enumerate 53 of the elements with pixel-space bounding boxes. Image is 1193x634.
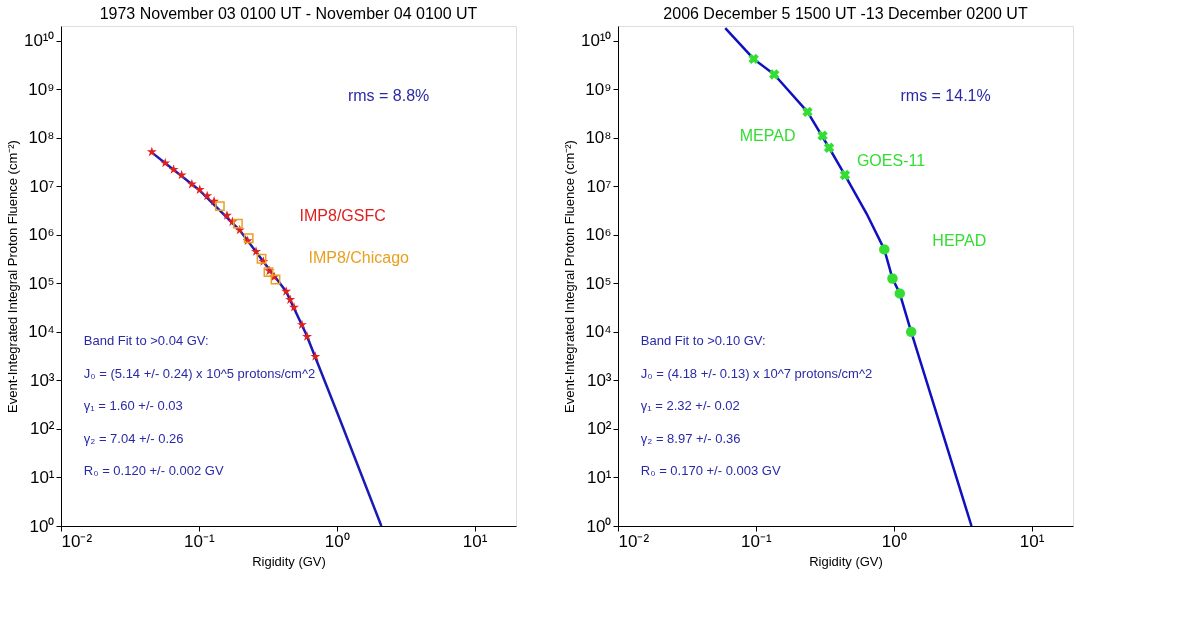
x-axis-title: Rigidity (GV) [809, 553, 883, 569]
y-tick-label: 10⁵ [585, 273, 612, 293]
y-tick-label: 10⁹ [585, 79, 612, 99]
y-tick-label: 10⁸ [28, 128, 55, 148]
y-tick-label: 10¹⁰ [580, 31, 612, 51]
series-label: MEPAD [739, 126, 796, 144]
y-tick-label: 10⁷ [29, 176, 55, 196]
y-tick-label: 10² [586, 419, 612, 439]
x-tick-label: 10¹ [1019, 531, 1045, 551]
y-axis-title: Event-Integrated Integral Proton Fluence (cm⁻²) [561, 140, 577, 413]
text: IMP8/GSFC [299, 206, 386, 224]
annotation: R₀ = 0.170 +/- 0.003 GV [640, 463, 781, 478]
x-tick-label: 10⁰ [881, 531, 907, 551]
annotation: J₀ = (5.14 +/- 0.24) x 10^5 protons/cm^2 [83, 365, 316, 381]
annotation: R₀ = 0.120 +/- 0.002 GV [83, 463, 224, 478]
y-tick-label: 10⁶ [585, 225, 612, 245]
y-tick-label: 10⁹ [28, 79, 55, 99]
y-tick-label: 10⁰ [586, 516, 612, 536]
annotation: rms = 8.8% [347, 87, 430, 104]
y-tick-label: 10⁷ [586, 176, 612, 196]
annotation: γ₁ = 1.60 +/- 0.03 [83, 398, 183, 413]
y-tick-label: 10⁰ [29, 516, 55, 536]
y-tick-label: 10⁵ [28, 273, 55, 293]
annotation: rms = 14.1% [900, 87, 991, 104]
y-tick-label: 10¹⁰ [23, 31, 55, 51]
x-tick-label: 10⁻² [61, 531, 93, 551]
y-tick-label: 10³ [586, 370, 612, 390]
y-tick-label: 10³ [29, 370, 55, 390]
y-tick-label: 10⁶ [28, 225, 55, 245]
y-tick-label: 10⁸ [585, 128, 612, 148]
y-tick-label: 10⁴ [585, 322, 612, 342]
chart-title: 2006 December 5 1500 UT -13 December 0200 UT [663, 5, 1028, 22]
y-axis-title: Event-Integrated Integral Proton Fluence (cm⁻²) [4, 140, 20, 413]
x-axis-title: Rigidity (GV) [252, 553, 326, 569]
text: HEPAD [932, 232, 987, 250]
x-tick-label: 10⁰ [324, 531, 350, 551]
chart-title: 1973 November 03 0100 UT - November 04 0100 UT [99, 5, 478, 22]
x-tick-label: 10⁻¹ [184, 531, 215, 551]
annotation: J₀ = (4.18 +/- 0.13) x 10^7 protons/cm^2 [640, 365, 873, 381]
annotation: γ₁ = 2.32 +/- 0.02 [640, 398, 740, 413]
y-tick-label: 10¹ [29, 467, 55, 487]
y-tick-label: 10¹ [586, 467, 612, 487]
annotation: γ₂ = 8.97 +/- 0.36 [640, 430, 741, 446]
y-tick-label: 10⁴ [28, 322, 55, 342]
y-tick-label: 10² [29, 419, 55, 439]
annotation: γ₂ = 7.04 +/- 0.26 [83, 430, 184, 446]
annotation: GOES-11 [856, 152, 926, 169]
series-label: IMP8/Chicago [308, 249, 410, 267]
annotation: Band Fit to >0.04 GV: [83, 333, 209, 348]
x-tick-label: 10¹ [462, 531, 488, 551]
x-tick-label: 10⁻² [618, 531, 650, 551]
annotation: Band Fit to >0.10 GV: [640, 333, 766, 348]
x-tick-label: 10⁻¹ [741, 531, 772, 551]
